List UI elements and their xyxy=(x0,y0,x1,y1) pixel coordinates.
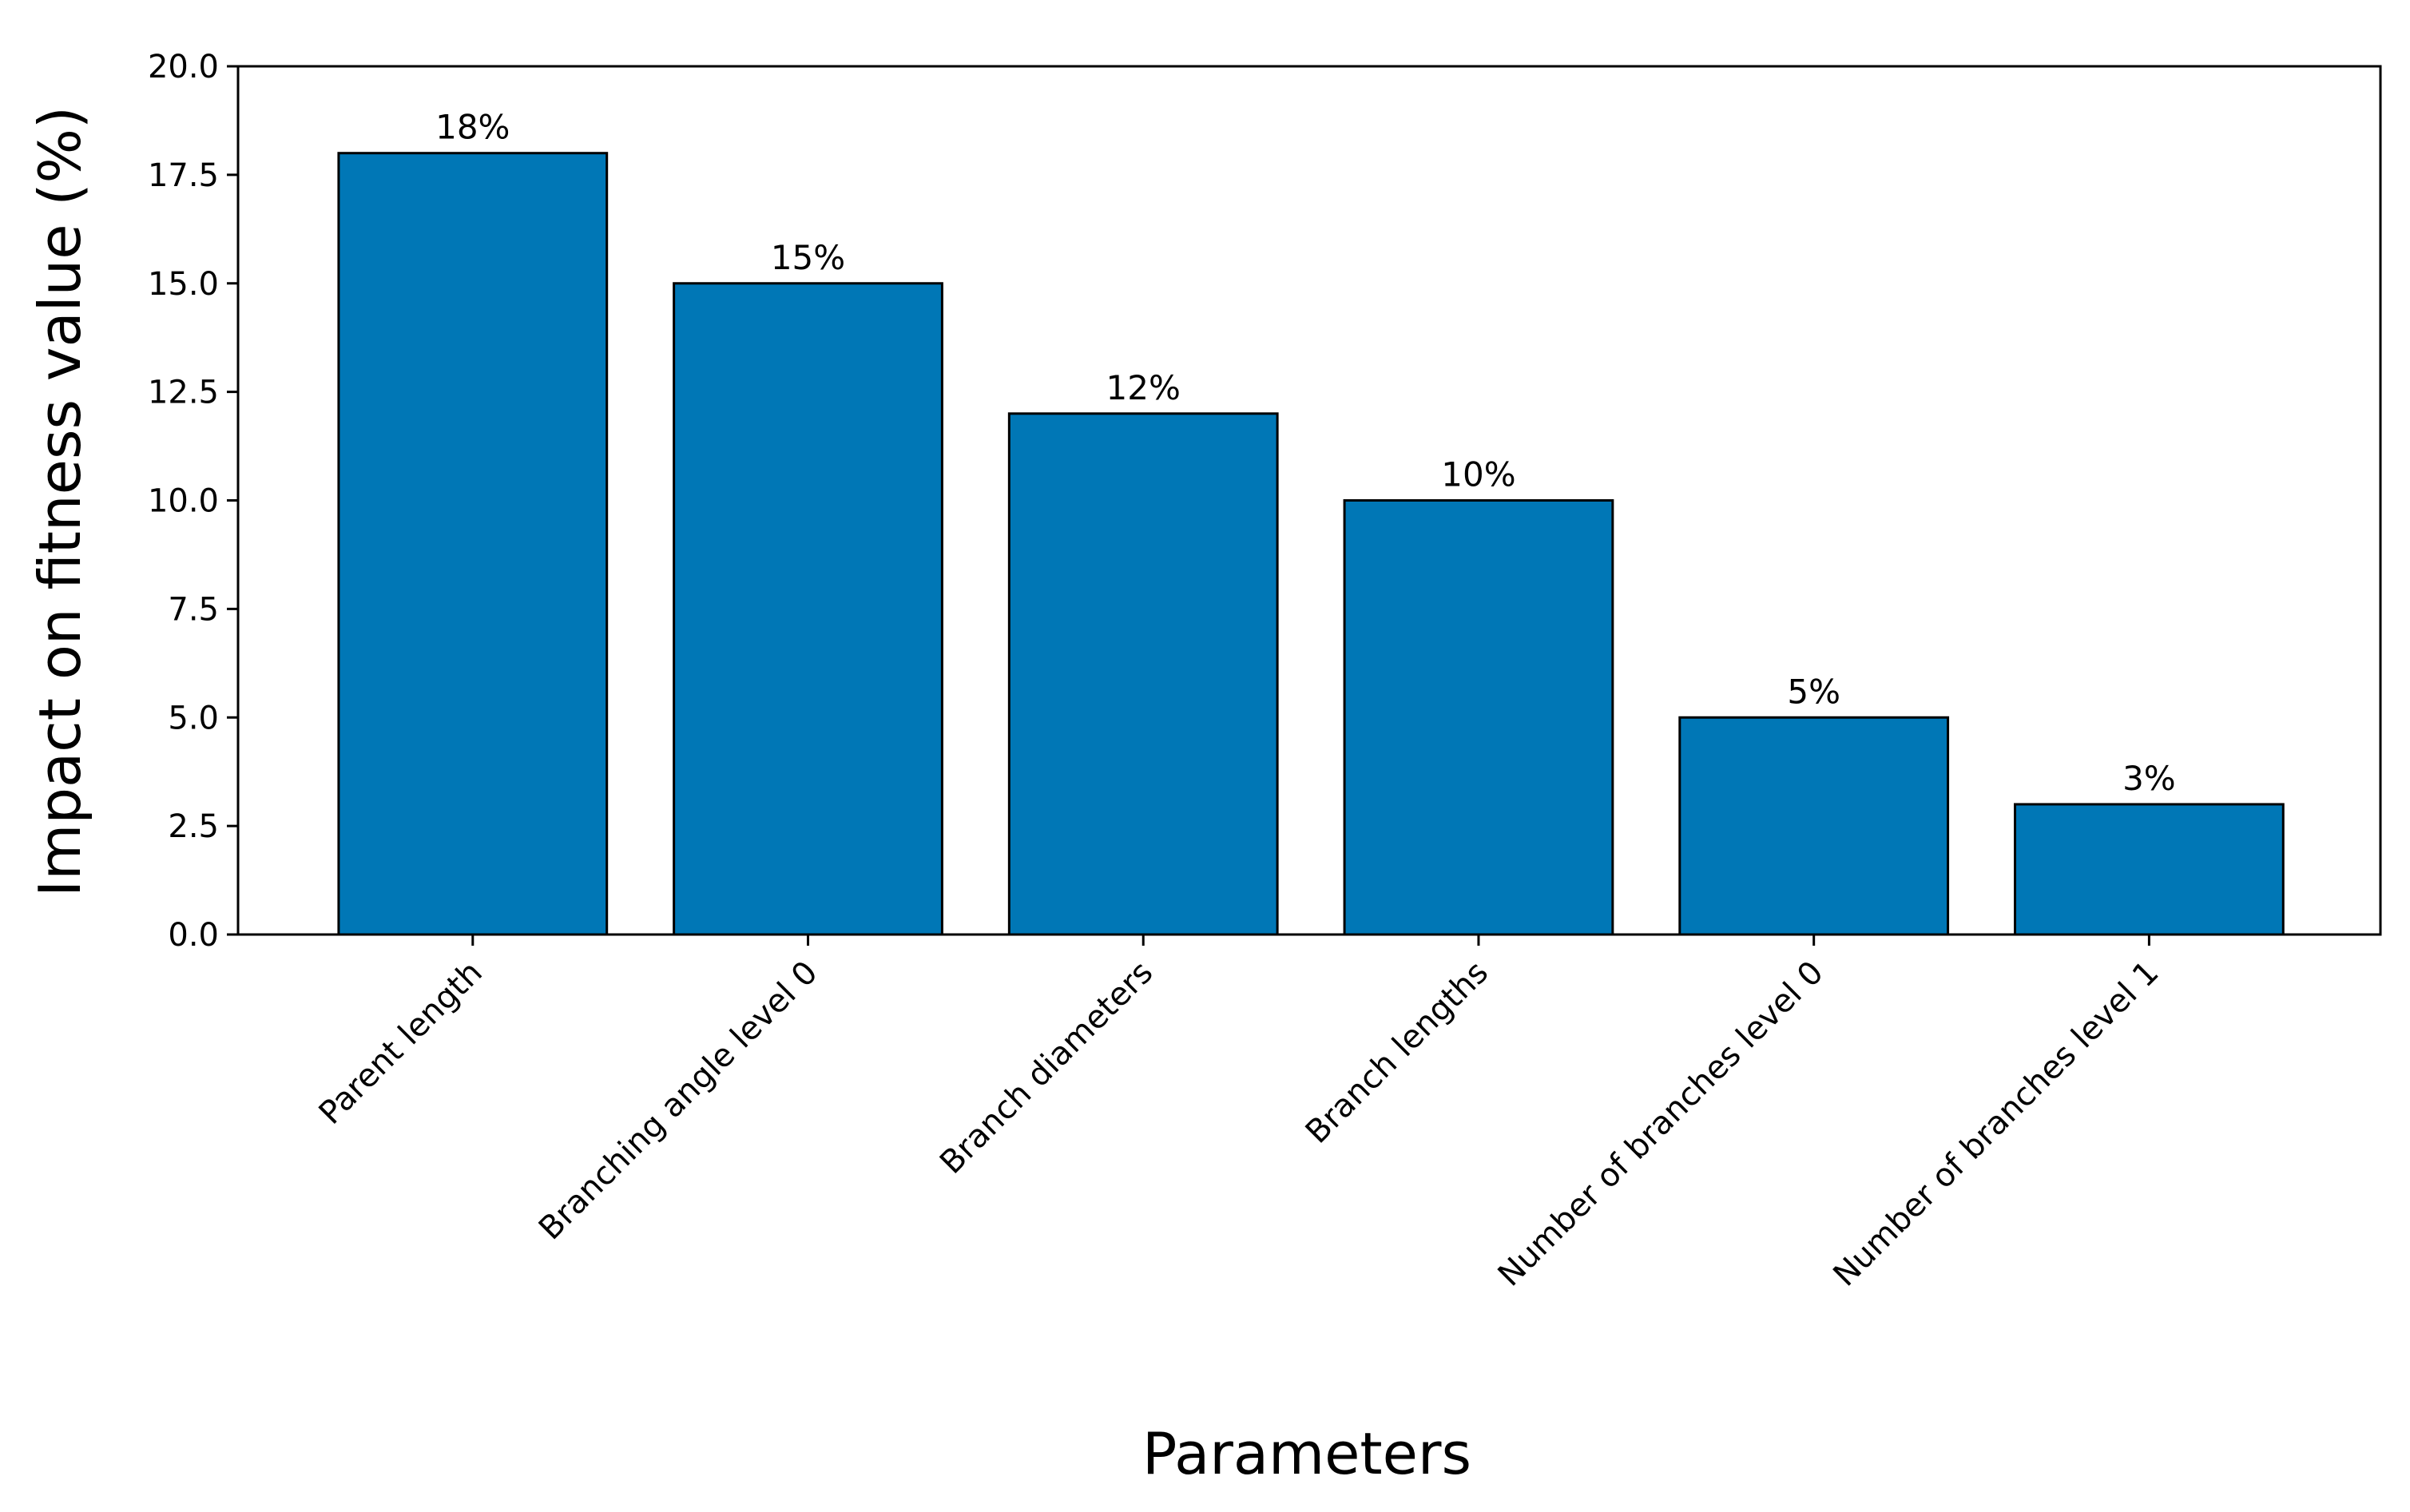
bar xyxy=(1678,716,1950,936)
bar-data-label: 5% xyxy=(1787,672,1840,711)
x-tick-label: Branch diameters xyxy=(933,954,1160,1181)
x-tick-label: Number of branches level 0 xyxy=(1491,954,1831,1294)
y-tick-label: 2.5 xyxy=(168,808,219,845)
bar-data-label: 10% xyxy=(1441,455,1515,494)
bar-data-label: 3% xyxy=(2122,759,2176,798)
y-tick-label: 15.0 xyxy=(148,266,219,303)
bar xyxy=(2014,803,2285,936)
x-tick-label: Number of branches level 1 xyxy=(1826,954,2166,1294)
bar-data-label: 15% xyxy=(771,238,845,277)
bar xyxy=(337,152,609,936)
y-tick-label: 7.5 xyxy=(168,591,219,628)
y-tick-label: 0.0 xyxy=(168,917,219,954)
x-tick-label: Parent length xyxy=(312,954,490,1132)
y-tick-label: 5.0 xyxy=(168,700,219,736)
y-tick-label: 20.0 xyxy=(148,49,219,85)
y-axis-label: Impact on fitness value (%) xyxy=(26,106,93,897)
y-tick-label: 10.0 xyxy=(148,483,219,520)
bar-data-label: 12% xyxy=(1106,368,1181,407)
bar xyxy=(1343,499,1614,936)
y-tick-label: 12.5 xyxy=(148,375,219,411)
bar xyxy=(673,282,943,936)
y-tick-label: 17.5 xyxy=(148,157,219,194)
x-tick-label: Branching angle level 0 xyxy=(532,954,825,1248)
x-tick-label: Branch lengths xyxy=(1299,954,1495,1151)
x-axis-label: Parameters xyxy=(1142,1420,1471,1487)
bar xyxy=(1007,412,1279,936)
bar-data-label: 18% xyxy=(435,108,510,147)
